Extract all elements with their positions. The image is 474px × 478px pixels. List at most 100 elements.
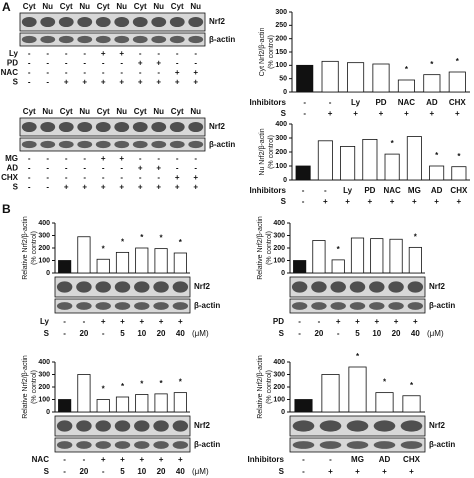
row-value: +: [139, 317, 144, 326]
lane-label: Cyt: [60, 2, 73, 11]
row-value: +: [434, 197, 439, 206]
row-value: Ly: [343, 186, 353, 195]
y-tick-label: 100: [273, 257, 285, 264]
bar: [375, 392, 394, 413]
row-value: -: [120, 173, 123, 182]
row-value: +: [101, 78, 106, 87]
panel-letter: B: [2, 202, 11, 216]
blot-band: [188, 35, 204, 44]
row-value: +: [193, 68, 198, 77]
y-tick-label: 300: [38, 371, 50, 378]
row-value: AD: [426, 98, 438, 107]
unit-label: (μM): [427, 329, 444, 338]
row-value: -: [46, 173, 49, 182]
bar: [96, 258, 110, 274]
row-value: -: [176, 164, 179, 173]
significance-mark: *: [457, 152, 461, 161]
blot-band: [373, 441, 396, 449]
blot-band: [153, 281, 169, 293]
row-value: +: [82, 183, 87, 192]
bar: [295, 165, 311, 181]
row-value: 20: [79, 329, 88, 338]
bar: [408, 246, 422, 274]
blot-band: [400, 420, 423, 432]
row-value: 5: [120, 329, 125, 338]
bar: [154, 393, 168, 413]
blot-band: [134, 281, 150, 293]
blot-band: [114, 121, 130, 133]
blot-band: [291, 302, 308, 310]
band-label: Nrf2: [209, 17, 226, 26]
panel-letter: A: [2, 0, 11, 14]
row-value: -: [302, 186, 305, 195]
row-value: 10: [137, 329, 146, 338]
row-value: +: [336, 317, 341, 326]
row-value: +: [156, 78, 161, 87]
band-label: Nrf2: [194, 421, 211, 430]
y-tick-label: 100: [275, 163, 287, 170]
y-tick-label: 200: [273, 245, 285, 252]
y-tick-label: 200: [275, 149, 287, 156]
blot-band: [172, 281, 189, 293]
blot-band: [132, 121, 148, 133]
y-tick-label: 300: [38, 232, 50, 239]
significance-mark: *: [140, 380, 144, 389]
blot-band: [21, 121, 37, 133]
y-tick-label: 100: [38, 396, 50, 403]
row-value: +: [119, 49, 124, 58]
y-tick-label: 400: [38, 359, 50, 366]
significance-mark: *: [456, 57, 460, 66]
bar: [293, 260, 307, 274]
row-value: +: [120, 317, 125, 326]
lane-label: Nu: [116, 2, 127, 11]
row-value: +: [323, 197, 328, 206]
row-value: -: [46, 183, 49, 192]
bar: [348, 366, 367, 413]
blot-band: [188, 140, 204, 149]
row-value: +: [345, 197, 350, 206]
blot-band: [95, 35, 111, 44]
row-value: NAC: [383, 186, 401, 195]
lane-label: Nu: [79, 2, 90, 11]
row-value: -: [302, 467, 305, 476]
significance-mark: *: [140, 233, 144, 242]
blot-band: [40, 35, 56, 44]
y-tick-label: 0: [283, 89, 287, 96]
lane-label: Nu: [116, 107, 127, 116]
row-label: Ly: [9, 49, 19, 58]
row-value: +: [390, 197, 395, 206]
row-value: -: [139, 49, 142, 58]
row-value: -: [139, 68, 142, 77]
row-value: +: [138, 59, 143, 68]
row-label: Ly: [40, 317, 50, 326]
row-value: -: [324, 186, 327, 195]
blot-band: [58, 35, 74, 44]
significance-mark: *: [121, 382, 125, 391]
row-value: -: [194, 59, 197, 68]
row-label: S: [281, 109, 287, 118]
row-value: -: [83, 49, 86, 58]
y-axis-label: (% control): [266, 231, 273, 265]
lane-label: Nu: [79, 107, 90, 116]
row-value: -: [303, 109, 306, 118]
row-value: +: [409, 467, 414, 476]
row-value: +: [119, 183, 124, 192]
y-tick-label: 0: [281, 409, 285, 416]
significance-mark: *: [102, 244, 106, 253]
y-tick-label: 200: [275, 36, 287, 43]
row-value: +: [175, 173, 180, 182]
row-value: -: [298, 329, 301, 338]
row-value: +: [394, 317, 399, 326]
blot-band: [172, 420, 189, 432]
row-value: +: [404, 109, 409, 118]
bar: [448, 71, 466, 93]
row-label: S: [13, 78, 19, 87]
row-value: 10: [372, 329, 381, 338]
blot-band: [95, 441, 111, 449]
blot-band: [330, 281, 346, 293]
row-value: +: [193, 173, 198, 182]
row-value: -: [139, 154, 142, 163]
row-value: -: [28, 154, 31, 163]
blot-band: [319, 441, 342, 449]
lane-label: Nu: [42, 107, 53, 116]
